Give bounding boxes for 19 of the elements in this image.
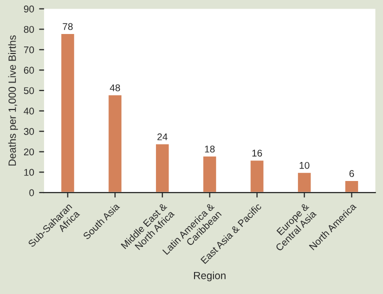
y-axis-title: Deaths per 1,000 Live Births (8, 35, 18, 166)
y-tick-label: 40 (24, 108, 34, 115)
data-label: 10 (300, 162, 310, 169)
x-axis-title: Region (194, 272, 226, 282)
data-label: 78 (62, 23, 73, 30)
data-label: 16 (252, 150, 262, 157)
y-tick-label: 90 (24, 6, 34, 12)
y-tick-label: 30 (24, 128, 34, 135)
y-tick-label: 0 (29, 189, 34, 196)
y-tick-label: 50 (24, 87, 34, 94)
y-tick-label: 80 (24, 26, 34, 33)
y-tick-label: 60 (24, 66, 34, 74)
data-label: 24 (157, 133, 168, 140)
y-tick-label: 20 (24, 148, 34, 156)
y-tick-label: 10 (24, 168, 34, 176)
y-tick-label: 70 (24, 46, 34, 54)
data-label: 48 (110, 84, 120, 92)
data-label: 18 (205, 146, 215, 153)
data-label: 6 (349, 170, 354, 178)
